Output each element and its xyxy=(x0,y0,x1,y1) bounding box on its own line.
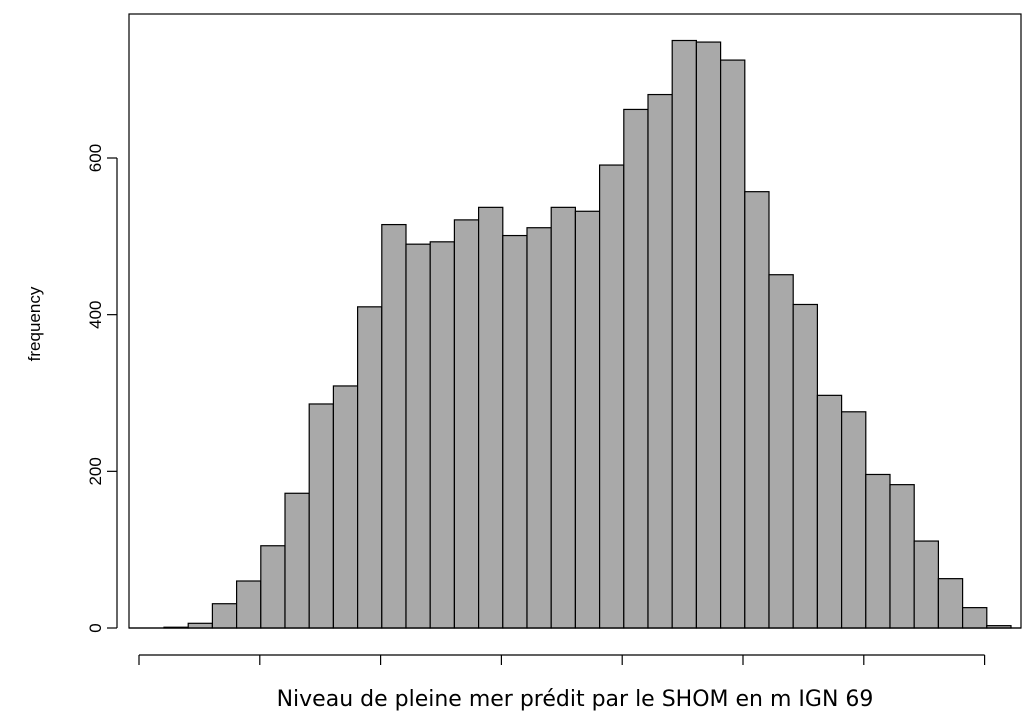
bar-31 xyxy=(913,540,940,629)
bar-13 xyxy=(478,206,504,629)
bar-12 xyxy=(453,219,480,629)
bar-8 xyxy=(357,306,383,629)
bar-27 xyxy=(816,394,843,629)
bar-22 xyxy=(695,41,722,629)
bar-21 xyxy=(671,39,698,629)
bar-26 xyxy=(792,303,819,629)
bar-29 xyxy=(865,473,891,629)
y-axis-label: frequency xyxy=(25,286,44,361)
bar-23 xyxy=(719,59,746,629)
bar-33 xyxy=(961,607,988,629)
y-tick-label-3: 600 xyxy=(86,144,105,172)
y-tick-label-0: 0 xyxy=(86,623,105,632)
bar-1 xyxy=(187,622,213,629)
y-tick-label-1: 200 xyxy=(86,457,105,485)
bar-24 xyxy=(744,191,770,629)
bar-14 xyxy=(502,234,528,629)
bar-20 xyxy=(647,93,673,629)
bar-18 xyxy=(598,164,625,629)
bar-6 xyxy=(308,403,335,629)
bar-25 xyxy=(768,274,794,629)
bar-9 xyxy=(381,223,407,629)
bar-7 xyxy=(332,385,359,629)
bar-17 xyxy=(574,210,601,629)
bar-30 xyxy=(889,484,915,629)
bar-28 xyxy=(840,411,867,629)
bars-group xyxy=(163,39,1012,629)
bar-15 xyxy=(526,227,552,629)
bar-5 xyxy=(284,492,310,629)
bar-2 xyxy=(211,603,238,629)
bar-4 xyxy=(260,545,286,629)
bar-19 xyxy=(623,108,649,629)
bar-3 xyxy=(236,580,262,629)
bar-32 xyxy=(937,578,964,629)
bar-11 xyxy=(429,241,456,629)
bar-10 xyxy=(405,243,431,629)
y-axis: 0 200 400 600 xyxy=(86,144,118,633)
y-tick-label-2: 400 xyxy=(86,300,105,328)
x-axis-label: Niveau de pleine mer prédit par le SHOM … xyxy=(277,687,874,712)
bar-16 xyxy=(550,206,577,629)
x-axis xyxy=(138,654,986,665)
